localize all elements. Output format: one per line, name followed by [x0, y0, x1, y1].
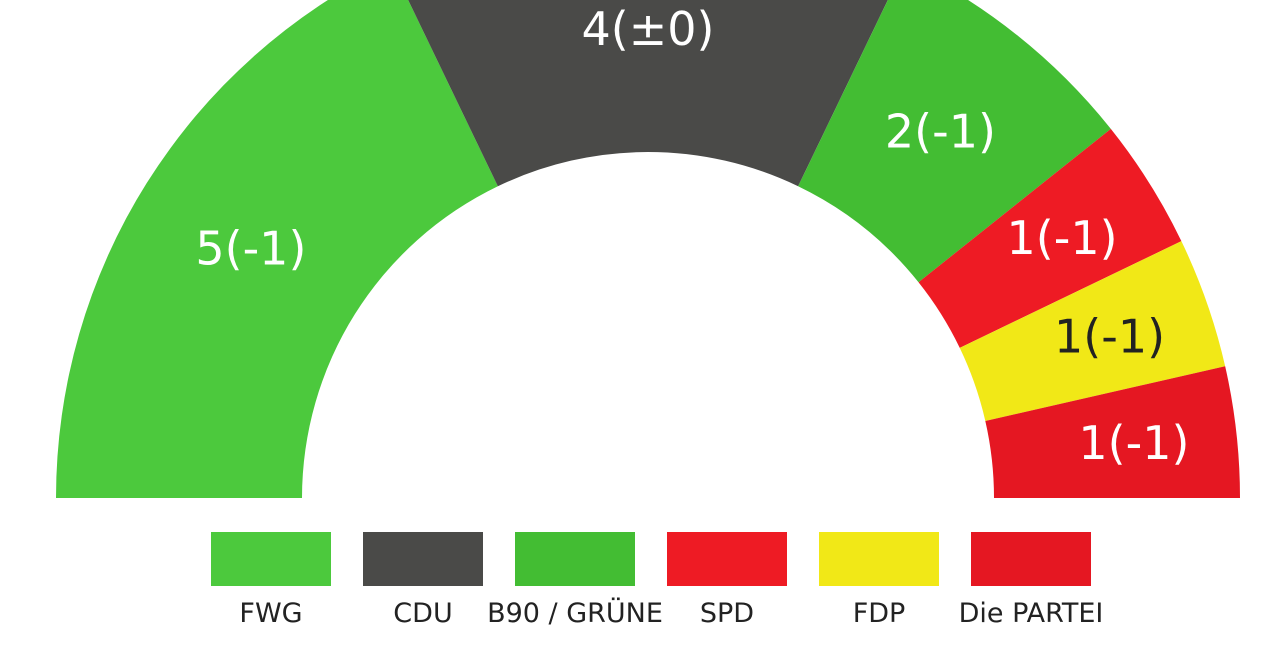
segment-label: 1(-1) — [1007, 211, 1118, 265]
segment-label: 1(-1) — [1078, 416, 1189, 470]
legend: FWG CDU B90 / GRÜNE SPD FDP Die PARTEI — [0, 532, 1288, 642]
legend-swatch — [819, 532, 939, 586]
segment-spd — [918, 128, 1182, 348]
legend-swatch — [363, 532, 483, 586]
legend-swatch — [667, 532, 787, 586]
segment-b90-gr-ne — [798, 0, 1111, 283]
segment-label: 2(-1) — [885, 104, 996, 158]
legend-label: FDP — [852, 598, 906, 629]
segment-label: 4(±0) — [582, 2, 715, 56]
legend-label: FWG — [239, 598, 303, 629]
segment-label: 5(-1) — [195, 221, 306, 275]
segment-fdp — [959, 241, 1226, 422]
segment-fwg — [56, 0, 498, 498]
segment-label: 1(-1) — [1054, 309, 1165, 363]
chart-segment-labels: 5(-1)4(±0)2(-1)1(-1)1(-1)1(-1) — [195, 2, 1189, 470]
legend-swatch — [515, 532, 635, 586]
legend-label: SPD — [699, 598, 755, 629]
legend-swatch — [211, 532, 331, 586]
segment-cdu — [408, 0, 888, 187]
legend-label: B90 / GRÜNE — [487, 598, 663, 629]
legend-label: Die PARTEI — [958, 598, 1104, 629]
chart-segments — [56, 0, 1240, 498]
legend-label: CDU — [393, 598, 453, 629]
segment-die-partei — [985, 366, 1240, 498]
legend-swatch — [971, 532, 1091, 586]
